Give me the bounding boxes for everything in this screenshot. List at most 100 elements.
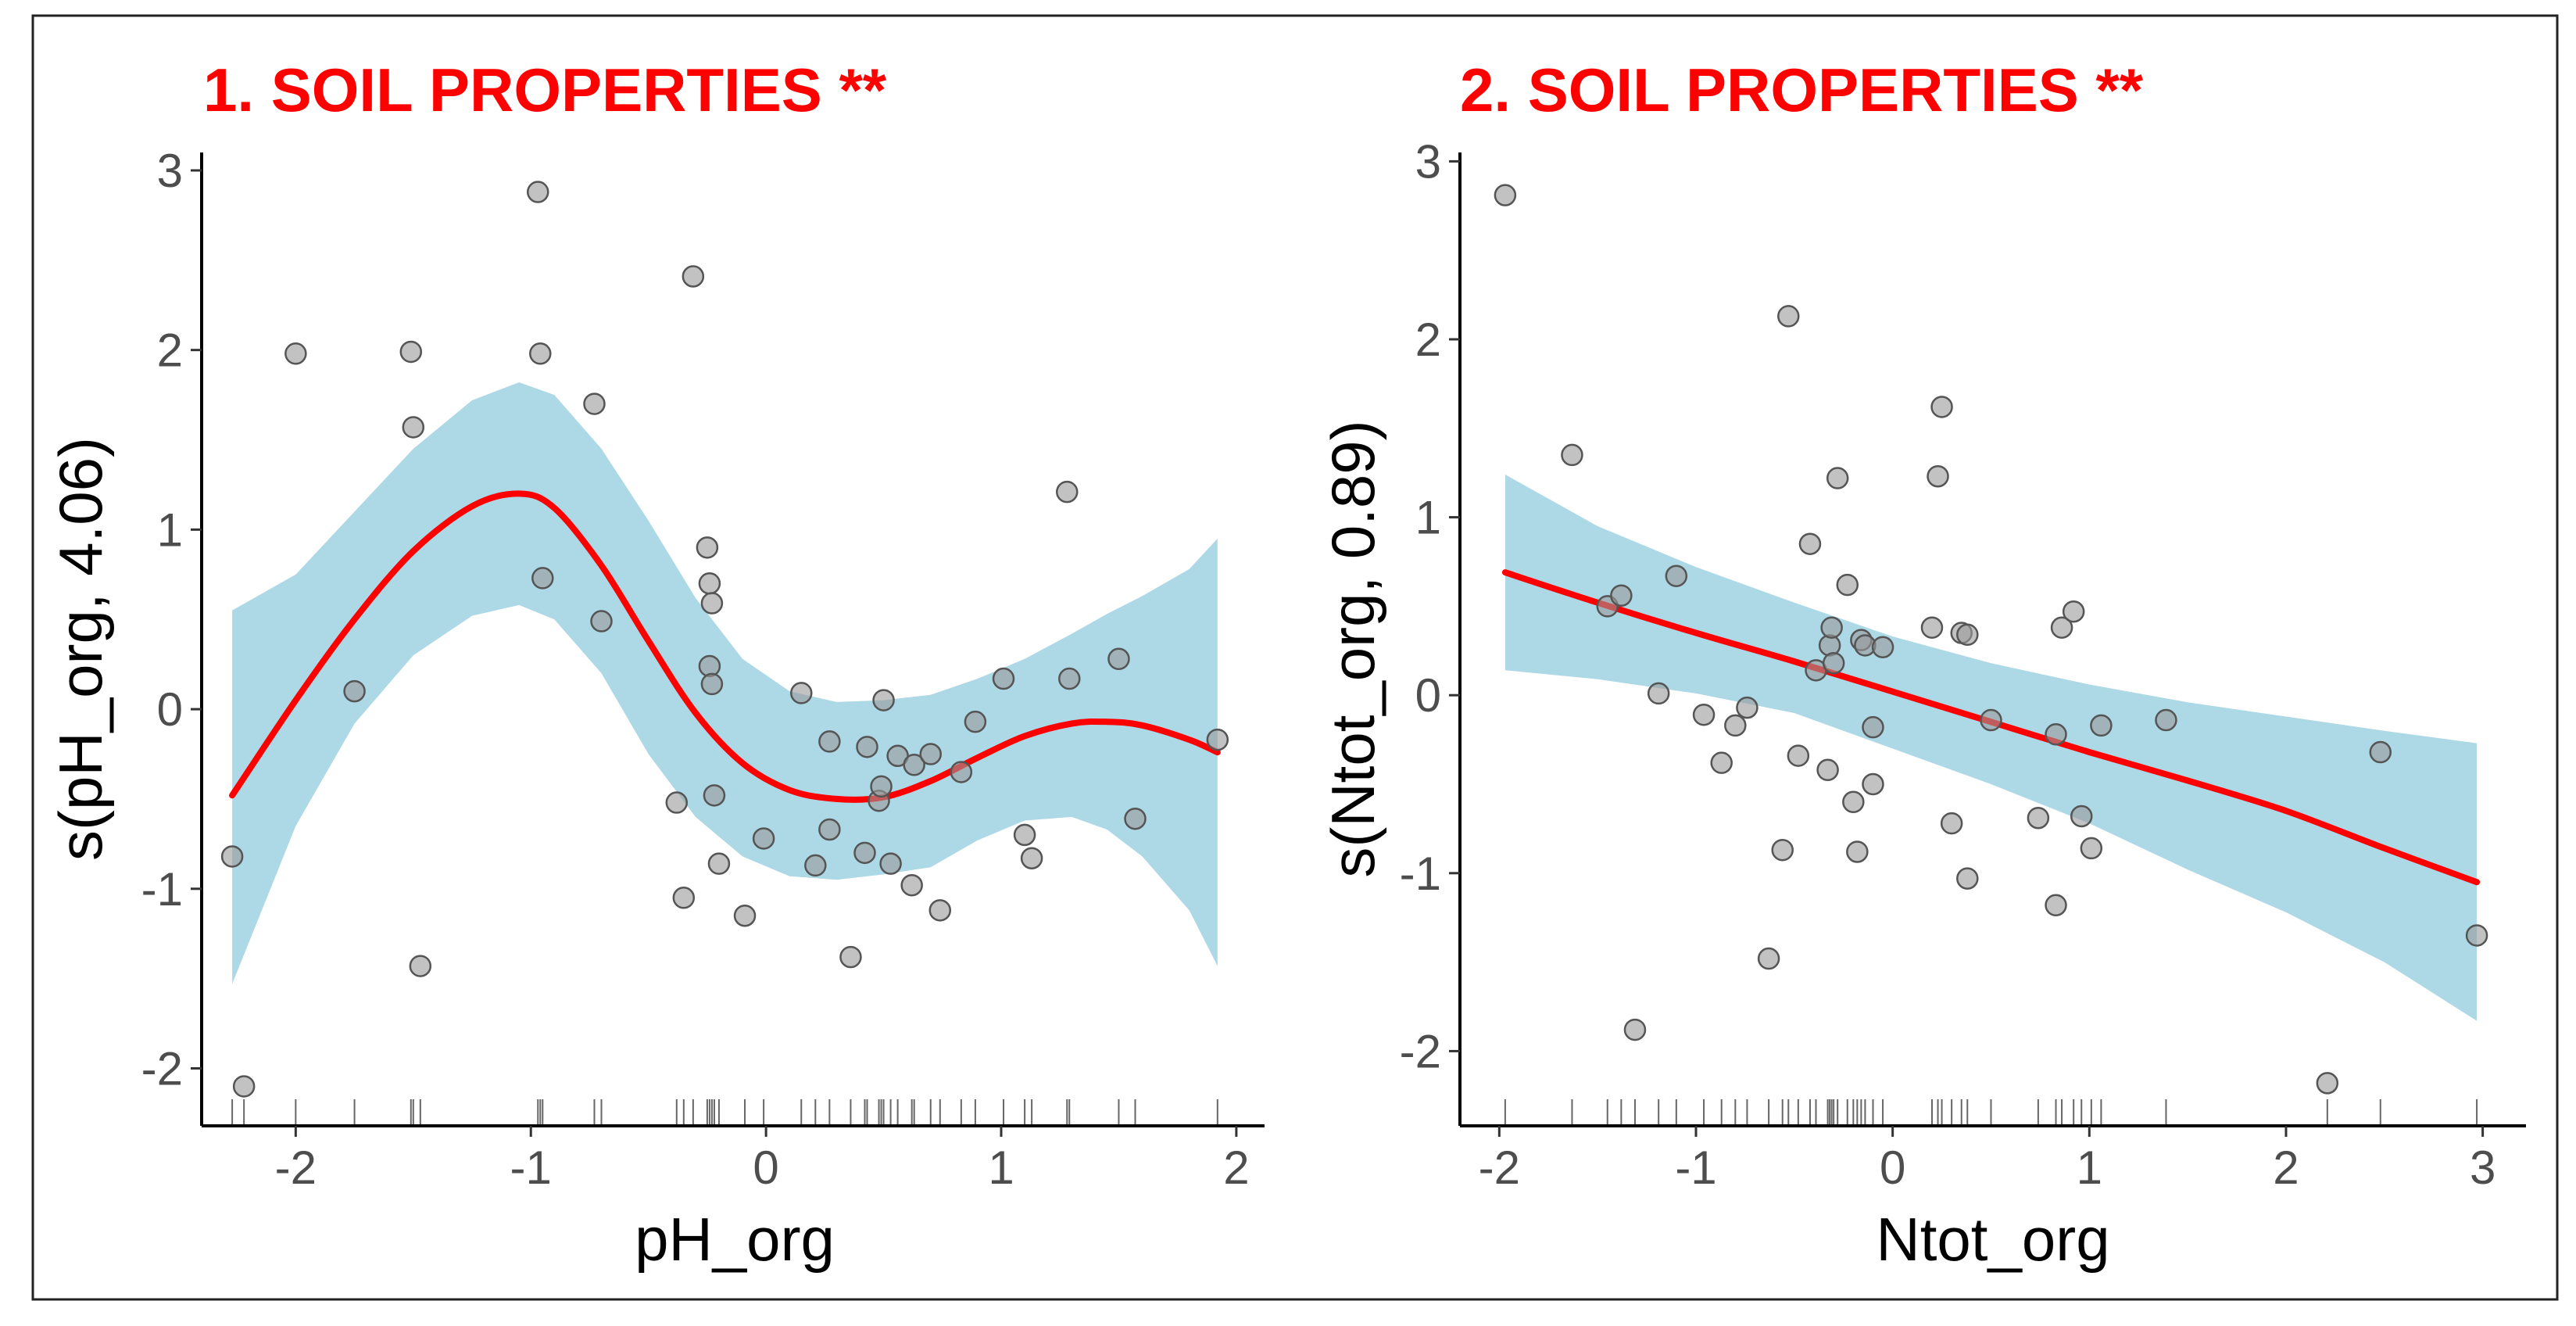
panel-1-point xyxy=(903,754,925,776)
panel-2-y-tick-label: 3 xyxy=(1415,135,1441,188)
panel-2-point xyxy=(1820,616,1843,639)
panel-1-point xyxy=(919,743,942,765)
panel-1-point xyxy=(698,572,721,595)
panel-2-point xyxy=(1777,305,1800,328)
panel-1-point xyxy=(1013,823,1036,847)
panel-1-point xyxy=(696,536,719,559)
panel-2-y-tick-label: -2 xyxy=(1400,1025,1441,1077)
panel-1-y-tick-label: -2 xyxy=(141,1042,183,1095)
panel-1-point xyxy=(900,873,923,897)
panel-1-point xyxy=(531,567,554,590)
panel-1-point xyxy=(529,342,552,365)
panel-2-point xyxy=(1757,947,1780,970)
panel-1-point xyxy=(399,340,423,364)
panel-1-y-tick-label: 1 xyxy=(157,504,183,556)
panel-2-point xyxy=(1665,564,1688,587)
panel-1-point xyxy=(220,845,244,868)
panel-1-point xyxy=(703,784,726,807)
panel-1-point xyxy=(950,761,973,783)
panel-2-point xyxy=(1798,532,1822,555)
panel-1-point xyxy=(343,679,366,703)
panel-2-x-tick-label: 2 xyxy=(2273,1141,2299,1194)
panel-2-point xyxy=(1826,467,1849,489)
panel-2-axes: -2 -1 0 1 2 3 -2 -1 0 1 2 3 xyxy=(1400,135,2526,1194)
panel-2-band-group xyxy=(1504,475,2478,1021)
panel-1-title: 1. SOIL PROPERTIES ** xyxy=(203,56,887,124)
panel-2-point xyxy=(1816,758,1839,782)
panel-1-point xyxy=(672,887,696,909)
panel-2-point xyxy=(2465,924,2488,947)
panel-1-point xyxy=(583,392,606,415)
panel-2-point xyxy=(1846,840,1869,863)
panel-1-point xyxy=(964,710,987,733)
panel-1-point xyxy=(870,775,893,798)
panel-1-point xyxy=(992,667,1015,690)
panel-1-point xyxy=(409,955,432,977)
panel-2-point xyxy=(1771,838,1794,862)
panel-1-rug-group xyxy=(231,1099,1218,1124)
panel-1-points-group xyxy=(220,181,1229,1098)
panel-2-point xyxy=(1927,464,1949,488)
panel-1-point xyxy=(1020,847,1043,869)
panel-2-point xyxy=(2316,1072,2339,1095)
panel-1-axes: -2 -1 0 1 2 -2 -1 0 1 2 3 xyxy=(141,145,1265,1194)
panel-1-point xyxy=(853,841,876,865)
panel-2-ylabel: s(Ntot_org, 0.89) xyxy=(1318,420,1387,877)
panel-1-x-tick-label: -2 xyxy=(275,1141,317,1194)
panel-1-point xyxy=(856,736,878,758)
panel-1-point xyxy=(590,610,613,633)
panel-1-xlabel: pH_org xyxy=(635,1205,835,1274)
panel-1-point xyxy=(1056,480,1079,504)
panel-1-smooth-group xyxy=(229,490,1221,803)
panel-2-point xyxy=(1610,584,1633,607)
panel-2-confidence-band xyxy=(1504,475,2478,1021)
panel-2-x-tick-label: -1 xyxy=(1675,1141,1716,1194)
panel-1-y-tick-label: 2 xyxy=(157,324,183,377)
panel-2-point xyxy=(1561,443,1583,467)
panel-1-point xyxy=(818,818,841,841)
panel-2-point xyxy=(1940,812,1963,835)
panel-2-xlabel: Ntot_org xyxy=(1876,1205,2109,1274)
panel-2-point xyxy=(1956,623,1979,647)
panel-2-points-group xyxy=(1494,184,2488,1095)
panel-1-point xyxy=(700,592,724,615)
panel-2-point xyxy=(1692,703,1716,726)
panel-1-point xyxy=(402,416,425,439)
panel-1-x-tick-label: 0 xyxy=(753,1141,778,1194)
panel-2: 2. SOIL PROPERTIES ** -2 -1 0 1 2 3 -2 -1 0 1 2 3 N… xyxy=(1318,56,2526,1274)
panel-1-point xyxy=(665,791,689,814)
panel-1-point xyxy=(752,827,775,850)
panel-1-point xyxy=(682,265,705,288)
panel-1-point xyxy=(1206,728,1229,751)
panel-2-point xyxy=(2062,600,2085,623)
panel-2-y-tick-label: 0 xyxy=(1415,669,1441,722)
panel-1-point xyxy=(1058,667,1081,690)
panel-2-point xyxy=(2045,723,2067,746)
panel-1-point xyxy=(527,181,549,203)
panel-2-point xyxy=(2369,740,2392,764)
panel-1-point xyxy=(707,852,731,875)
panel-2-point xyxy=(1930,396,1953,418)
panel-2-point xyxy=(2045,894,2067,917)
panel-1-point xyxy=(790,682,813,704)
panel-2-point xyxy=(2050,616,2073,639)
panel-1-band-group xyxy=(232,382,1218,984)
figure-border xyxy=(31,14,2559,1301)
panel-2-y-tick-label: 1 xyxy=(1415,492,1441,544)
panel-2-x-tick-label: 3 xyxy=(2470,1141,2496,1194)
panel-2-point xyxy=(1787,744,1810,767)
panel-1-smooth-line xyxy=(229,490,1221,803)
panel-2-point xyxy=(1836,573,1859,597)
panel-2-point xyxy=(2155,708,2177,732)
panel-2-point xyxy=(1736,696,1758,719)
panel-2-point xyxy=(2070,805,2093,828)
panel-2-rug-group xyxy=(1504,1099,2478,1124)
panel-2-point xyxy=(1862,772,1884,796)
panel-1-point xyxy=(804,854,827,877)
panel-1-x-tick-label: -1 xyxy=(510,1141,552,1194)
panel-1-point xyxy=(284,342,307,365)
panel-2-point xyxy=(2027,806,2050,830)
panel-2-point xyxy=(1956,867,1979,890)
panel-1-point xyxy=(1124,807,1147,830)
